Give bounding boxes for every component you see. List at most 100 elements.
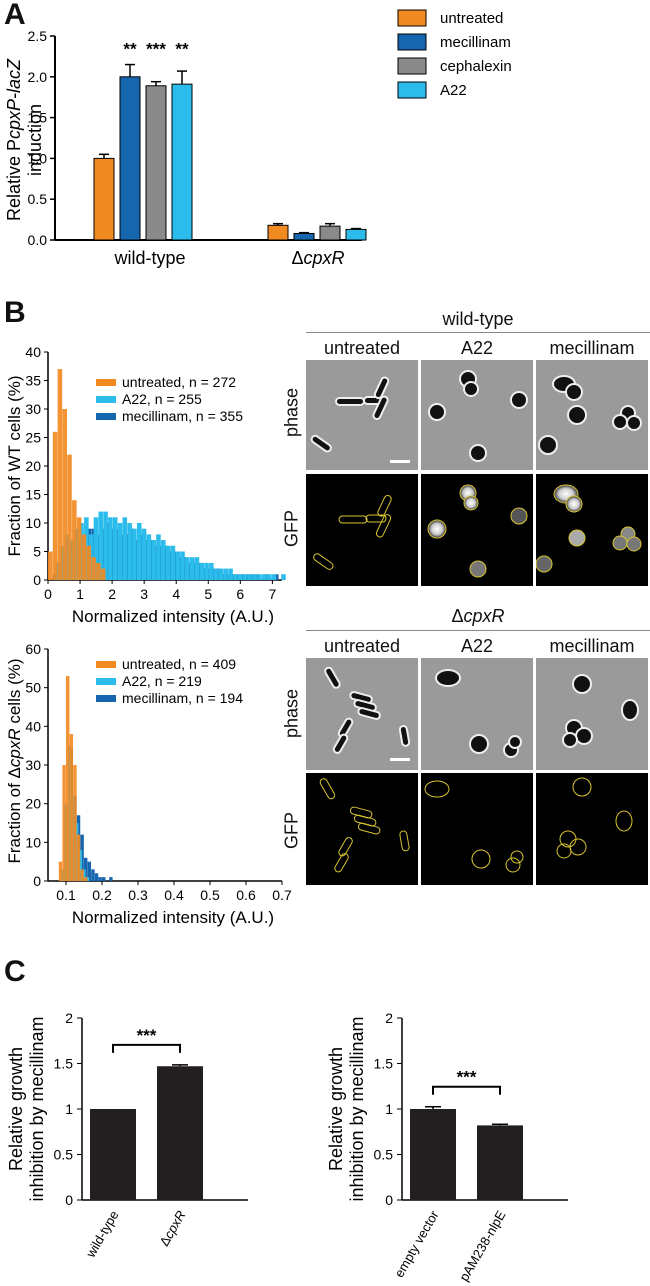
a-ytick-label-4: 2.0 bbox=[28, 69, 48, 85]
b1-bar-1-19 bbox=[141, 528, 147, 580]
b1-ytick-label-1: 5 bbox=[33, 544, 41, 560]
c2-cat-label-1: pAM238-nlpE bbox=[456, 1208, 509, 1284]
b1-bar-1-40 bbox=[242, 574, 248, 580]
b1-bar-1-29 bbox=[189, 557, 195, 580]
b1-bar-1-35 bbox=[218, 568, 224, 580]
b1-bar-2-40 bbox=[245, 574, 250, 580]
c1-cat-label-0: wild-type bbox=[82, 1208, 121, 1261]
b1-bar-1-38 bbox=[233, 574, 238, 580]
b1-ylabel: Fraction of WT cells (%) bbox=[5, 375, 24, 556]
chart-c-left: 0 0.5 1 1.5 2 wild-type ΔcpxR *** Relative growt… bbox=[6, 1010, 248, 1261]
b1-bar-0-4 bbox=[67, 454, 72, 580]
b1-ytick-label-4: 20 bbox=[25, 458, 41, 474]
c2-sig-label: *** bbox=[457, 1068, 477, 1087]
b1-bar-1-17 bbox=[132, 528, 137, 580]
b1-bar-2-12 bbox=[110, 528, 116, 580]
b2-bar-1-1 bbox=[64, 803, 68, 881]
b1-bar-2-25 bbox=[173, 551, 178, 580]
b2-legend-swatch-2 bbox=[96, 695, 116, 702]
chart-b-cpxr-histogram: 0 10 20 30 40 50 60 0.1 0.2 0.3 0.4 0.5 0.6 0.7 untrea… bbox=[5, 641, 292, 927]
micro-cpxr-col-a22: A22 bbox=[460, 636, 494, 656]
b2-bar-0-2 bbox=[66, 676, 70, 881]
a-sig-2-0: *** bbox=[146, 39, 166, 58]
a-ylabel-1-part-1: cpxP-lacZ bbox=[4, 58, 24, 139]
a-legend-label-0: untreated bbox=[440, 10, 503, 27]
b1-xtick-label-2: 2 bbox=[108, 586, 116, 602]
c2-bar-0 bbox=[410, 1109, 456, 1200]
a-ylabel-1: Relative PcpxP-lacZ bbox=[4, 58, 24, 221]
b2-ytick-label-1: 10 bbox=[25, 834, 41, 850]
a-group-label-0: wild-type bbox=[113, 248, 185, 268]
b1-bar-1-5 bbox=[74, 528, 80, 580]
micro-cpxr-rule bbox=[306, 630, 650, 631]
a-ytick-label-5: 2.5 bbox=[28, 28, 48, 44]
b1-bar-2-37 bbox=[230, 574, 236, 580]
c2-cat-label-0-part-2: empty vector bbox=[391, 1207, 442, 1280]
c1-sig-label: *** bbox=[137, 1026, 157, 1045]
b1-xlabel: Normalized intensity (A.U.) bbox=[72, 607, 274, 625]
b1-legend-label-1: A22, n = 255 bbox=[122, 391, 202, 407]
c1-ytick-label-1: 0.5 bbox=[54, 1147, 74, 1163]
c2-cat-label-1-part-2: pAM238-nlpE bbox=[456, 1208, 509, 1284]
b2-xtick-label-3: 0.4 bbox=[164, 887, 184, 903]
b1-legend-swatch-0 bbox=[96, 379, 116, 386]
c1-bar-1 bbox=[157, 1066, 203, 1200]
b1-bar-2-36 bbox=[225, 574, 231, 580]
chart-b-wt-histogram: 0 5 10 15 20 25 30 35 40 0 1 2 3 4 5 6 7 untreated, n = 2… bbox=[5, 344, 286, 625]
b2-legend-swatch-1 bbox=[96, 678, 116, 685]
b1-legend-label-0: untreated, n = 272 bbox=[122, 374, 236, 390]
c1-ytick-label-0: 0 bbox=[65, 1192, 73, 1208]
c1-cat-label-1: ΔcpxR bbox=[156, 1208, 188, 1249]
a-ytick-label-3: 1.5 bbox=[28, 110, 48, 126]
a-legend-label-1: mecillinam bbox=[440, 34, 511, 51]
c1-ytick-label-4: 2 bbox=[65, 1010, 73, 1026]
c2-bar-1 bbox=[477, 1125, 523, 1200]
c1-ylabel-2: inhibition by mecillinam bbox=[27, 1016, 47, 1201]
b2-xtick-label-6: 0.7 bbox=[272, 887, 292, 903]
b1-bar-1-45 bbox=[266, 574, 272, 580]
b1-bar-2-11 bbox=[105, 523, 111, 580]
micro-wt-row-phase: phase bbox=[281, 387, 302, 438]
b1-ytick-label-6: 30 bbox=[25, 401, 41, 417]
b1-bar-0-0 bbox=[48, 551, 53, 580]
b2-legend-label-2: mecillinam, n = 194 bbox=[122, 690, 243, 706]
b1-bar-2-27 bbox=[182, 557, 188, 580]
b1-bar-2-34 bbox=[216, 568, 221, 580]
b1-bar-2-23 bbox=[163, 545, 168, 580]
b1-bar-2-44 bbox=[264, 574, 269, 580]
a-group-label-1-part-1: cpxR bbox=[304, 248, 345, 268]
b1-bar-1-13 bbox=[112, 517, 118, 580]
b2-ytick-label-6: 60 bbox=[25, 641, 41, 657]
a-legend-label-2: cephalexin bbox=[440, 58, 512, 75]
b2-xtick-label-2: 0.3 bbox=[128, 887, 148, 903]
b1-bar-1-46 bbox=[271, 574, 277, 580]
b1-bar-2-14 bbox=[120, 534, 125, 580]
b2-xtick-label-4: 0.5 bbox=[200, 887, 220, 903]
b2-ylabel-part-1: cpxR bbox=[5, 728, 24, 767]
a-legend-swatch-3 bbox=[397, 81, 427, 99]
micro-wt-gfp-a22 bbox=[421, 474, 533, 586]
b1-bar-1-33 bbox=[209, 562, 214, 580]
b1-bar-1-10 bbox=[98, 511, 104, 580]
b2-bar-2-10 bbox=[98, 877, 102, 881]
b1-bar-1-4 bbox=[69, 540, 75, 580]
micro-cpxr-phase-untreated bbox=[306, 658, 418, 770]
b2-bar-0-1 bbox=[62, 765, 66, 881]
b1-bar-1-8 bbox=[88, 534, 94, 580]
b2-xtick-label-1: 0.2 bbox=[92, 887, 112, 903]
a-bar-0-0 bbox=[93, 157, 115, 241]
b1-bar-2-29 bbox=[192, 562, 197, 580]
b1-ytick-label-7: 35 bbox=[25, 373, 41, 389]
micro-wt-row-gfp: GFP bbox=[281, 510, 302, 548]
b2-xtick-label-0: 0.1 bbox=[56, 887, 76, 903]
c2-ylabel-2: inhibition by mecillinam bbox=[347, 1016, 367, 1201]
b1-bar-1-39 bbox=[237, 574, 243, 580]
b1-bar-2-17 bbox=[134, 540, 140, 580]
a-bar-3-1 bbox=[345, 228, 367, 241]
b1-ytick-label-3: 15 bbox=[25, 487, 41, 503]
b2-bar-1-2 bbox=[67, 745, 72, 881]
b1-bar-2-19 bbox=[144, 540, 149, 580]
c1-ylabel-1: Relative growth bbox=[6, 1047, 26, 1171]
b1-bar-2-24 bbox=[168, 551, 173, 580]
b2-bar-0-5 bbox=[76, 834, 81, 881]
